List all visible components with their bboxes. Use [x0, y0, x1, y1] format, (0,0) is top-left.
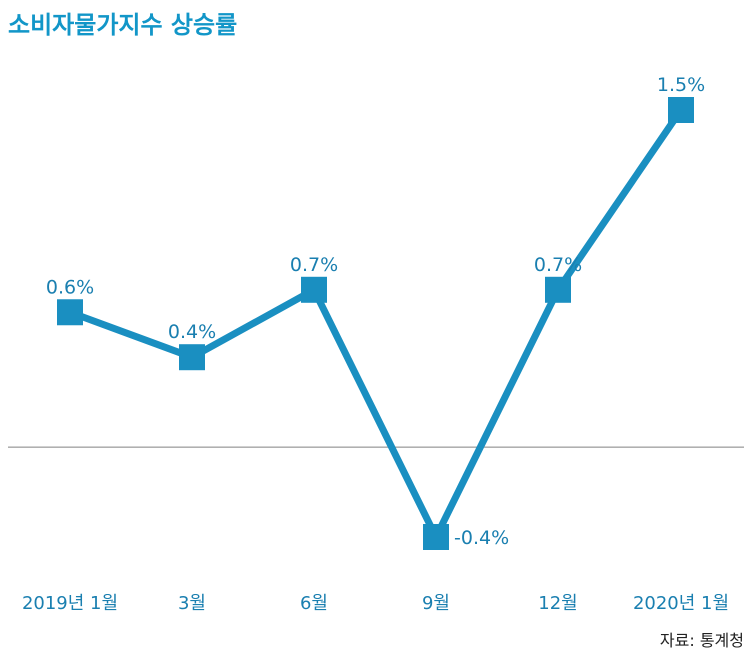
data-point — [57, 299, 83, 326]
data-label: 1.5% — [657, 74, 705, 96]
data-label: 0.7% — [290, 254, 338, 276]
x-tick-label: 2019년 1월 — [22, 593, 118, 614]
data-label: -0.4% — [454, 527, 509, 549]
data-label: 0.4% — [168, 321, 216, 343]
x-axis: 2019년 1월 3월 6월 9월 12월 2020년 1월 — [22, 593, 729, 614]
chart-title: 소비자물가지수 상승률 — [8, 11, 237, 39]
series-line — [68, 108, 684, 541]
x-tick-label: 3월 — [178, 593, 206, 614]
x-tick-label: 9월 — [422, 593, 450, 614]
data-point — [301, 276, 327, 303]
data-label: 0.6% — [46, 276, 94, 298]
data-point — [545, 276, 571, 303]
source-note: 자료: 통계청 — [660, 631, 744, 650]
data-point — [423, 524, 449, 550]
data-point — [668, 97, 694, 123]
x-tick-label: 12월 — [538, 593, 577, 614]
series-layer: 0.6% 0.4% 0.7% -0.4% 0.7% 1.5% — [46, 74, 705, 550]
x-tick-label: 2020년 1월 — [633, 593, 729, 614]
data-label: 0.7% — [534, 254, 582, 276]
x-tick-label: 6월 — [300, 593, 328, 614]
data-point — [179, 344, 205, 371]
